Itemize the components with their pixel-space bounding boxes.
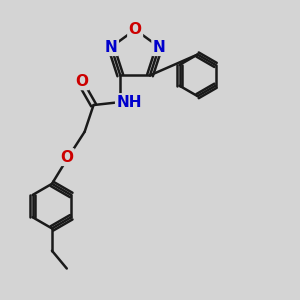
Text: N: N bbox=[105, 40, 118, 55]
Text: NH: NH bbox=[116, 94, 142, 110]
Text: N: N bbox=[153, 40, 166, 55]
Text: O: O bbox=[75, 74, 88, 89]
Text: O: O bbox=[129, 22, 142, 37]
Text: O: O bbox=[60, 150, 73, 165]
